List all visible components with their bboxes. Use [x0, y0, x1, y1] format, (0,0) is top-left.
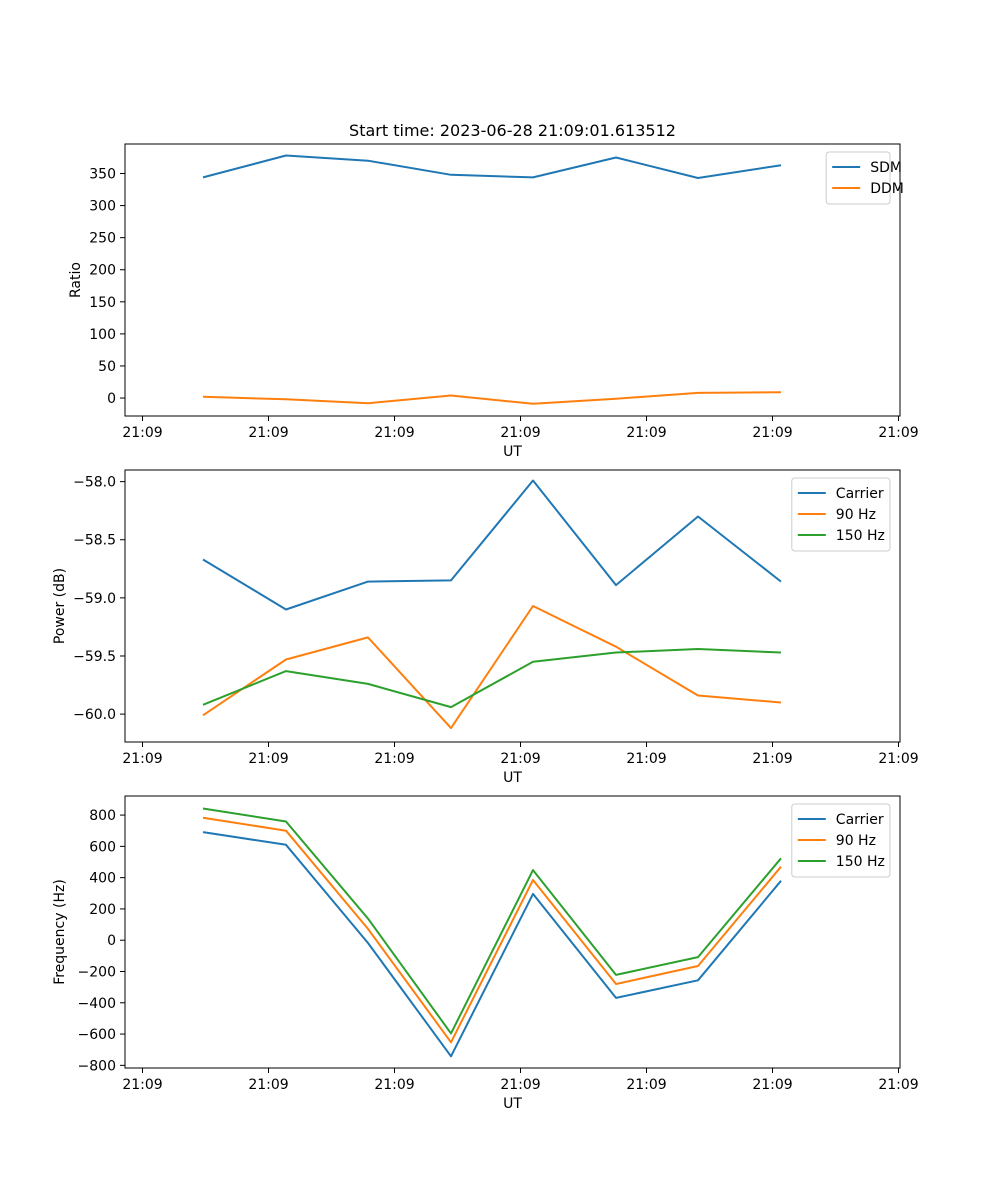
y-tick-label: −59.5 — [73, 649, 116, 665]
y-tick-label: 100 — [89, 327, 116, 343]
x-tick-label: 21:09 — [122, 751, 162, 767]
plot-frame — [124, 795, 901, 1069]
y-tick-label: −600 — [78, 1027, 116, 1043]
chart-panel-3: 21:09 21:09 21:09 21:09 21:09 21:09 21:09 UT −80… — [52, 795, 919, 1112]
x-tick-label: 21:09 — [248, 751, 288, 767]
y-tick-label: −800 — [78, 1058, 116, 1074]
legend: SDM DDM — [825, 151, 904, 205]
x-tick-label: 21:09 — [752, 425, 792, 441]
legend-label: SDM — [870, 160, 902, 176]
x-tick-label: 21:09 — [626, 751, 666, 767]
series-line-ddm — [202, 391, 782, 405]
y-tick-label: 400 — [89, 871, 116, 887]
x-tick-label: 21:09 — [500, 1077, 540, 1093]
y-tick-label: −58.0 — [73, 475, 116, 491]
legend-label: 150 Hz — [836, 528, 885, 544]
x-tick-label: 21:09 — [878, 751, 918, 767]
x-tick-label: 21:09 — [626, 425, 666, 441]
x-tick-label: 21:09 — [500, 425, 540, 441]
y-tick-label: 800 — [89, 808, 116, 824]
x-tick-label: 21:09 — [122, 425, 162, 441]
series-line-carrier — [202, 479, 782, 611]
y-tick-label: 350 — [89, 167, 116, 183]
series-line-90-hz — [202, 816, 782, 1044]
x-tick-label: 21:09 — [752, 1077, 792, 1093]
series-line-sdm — [202, 154, 782, 179]
y-tick-label: 0 — [107, 391, 116, 407]
x-tick-label: 21:09 — [500, 751, 540, 767]
x-tick-label: 21:09 — [752, 751, 792, 767]
legend-label: 90 Hz — [836, 833, 876, 849]
x-axis-label: UT — [503, 444, 522, 460]
x-tick-label: 21:09 — [878, 1077, 918, 1093]
y-tick-label: −200 — [78, 964, 116, 980]
legend: Carrier 90 Hz 150 Hz — [791, 477, 891, 552]
y-axis-label: Ratio — [68, 262, 84, 298]
legend: Carrier 90 Hz 150 Hz — [791, 803, 891, 878]
y-tick-label: 600 — [89, 839, 116, 855]
series-line-150-hz — [202, 648, 782, 709]
plot-frame — [124, 143, 901, 417]
y-tick-label: 200 — [89, 902, 116, 918]
x-axis-label: UT — [503, 770, 522, 786]
y-tick-label: −60.0 — [73, 707, 116, 723]
y-tick-label: 300 — [89, 199, 116, 215]
series-line-90-hz — [202, 605, 782, 730]
legend-box — [825, 151, 891, 205]
y-tick-label: −400 — [78, 996, 116, 1012]
legend-label: Carrier — [836, 486, 884, 502]
y-tick-label: 50 — [98, 359, 116, 375]
x-tick-label: 21:09 — [878, 425, 918, 441]
y-tick-label: −58.5 — [73, 533, 116, 549]
legend-label: Carrier — [836, 812, 884, 828]
series-line-150-hz — [202, 807, 782, 1035]
x-tick-label: 21:09 — [374, 1077, 414, 1093]
y-axis-label: Frequency (Hz) — [52, 879, 68, 985]
legend-label: DDM — [870, 181, 904, 197]
y-tick-label: 150 — [89, 295, 116, 311]
chart-title: Start time: 2023-06-28 21:09:01.613512 — [349, 121, 676, 140]
x-tick-label: 21:09 — [374, 425, 414, 441]
x-tick-label: 21:09 — [626, 1077, 666, 1093]
legend-label: 90 Hz — [836, 507, 876, 523]
legend-box — [791, 803, 891, 878]
legend-label: 150 Hz — [836, 854, 885, 870]
y-tick-label: 0 — [107, 933, 116, 949]
chart-panel-1: Start time: 2023-06-28 21:09:01.613512 21… — [68, 121, 919, 460]
y-tick-label: −59.0 — [73, 591, 116, 607]
y-tick-label: 250 — [89, 231, 116, 247]
plot-frame — [124, 469, 901, 743]
x-tick-label: 21:09 — [248, 425, 288, 441]
y-axis-label: Power (dB) — [52, 568, 68, 644]
series-line-carrier — [202, 831, 782, 1058]
x-tick-label: 21:09 — [374, 751, 414, 767]
chart-panel-2: 21:09 21:09 21:09 21:09 21:09 21:09 21:09 UT −60… — [52, 469, 919, 786]
y-tick-label: 200 — [89, 263, 116, 279]
x-tick-label: 21:09 — [122, 1077, 162, 1093]
x-tick-label: 21:09 — [248, 1077, 288, 1093]
legend-box — [791, 477, 891, 552]
x-axis-label: UT — [503, 1096, 522, 1112]
